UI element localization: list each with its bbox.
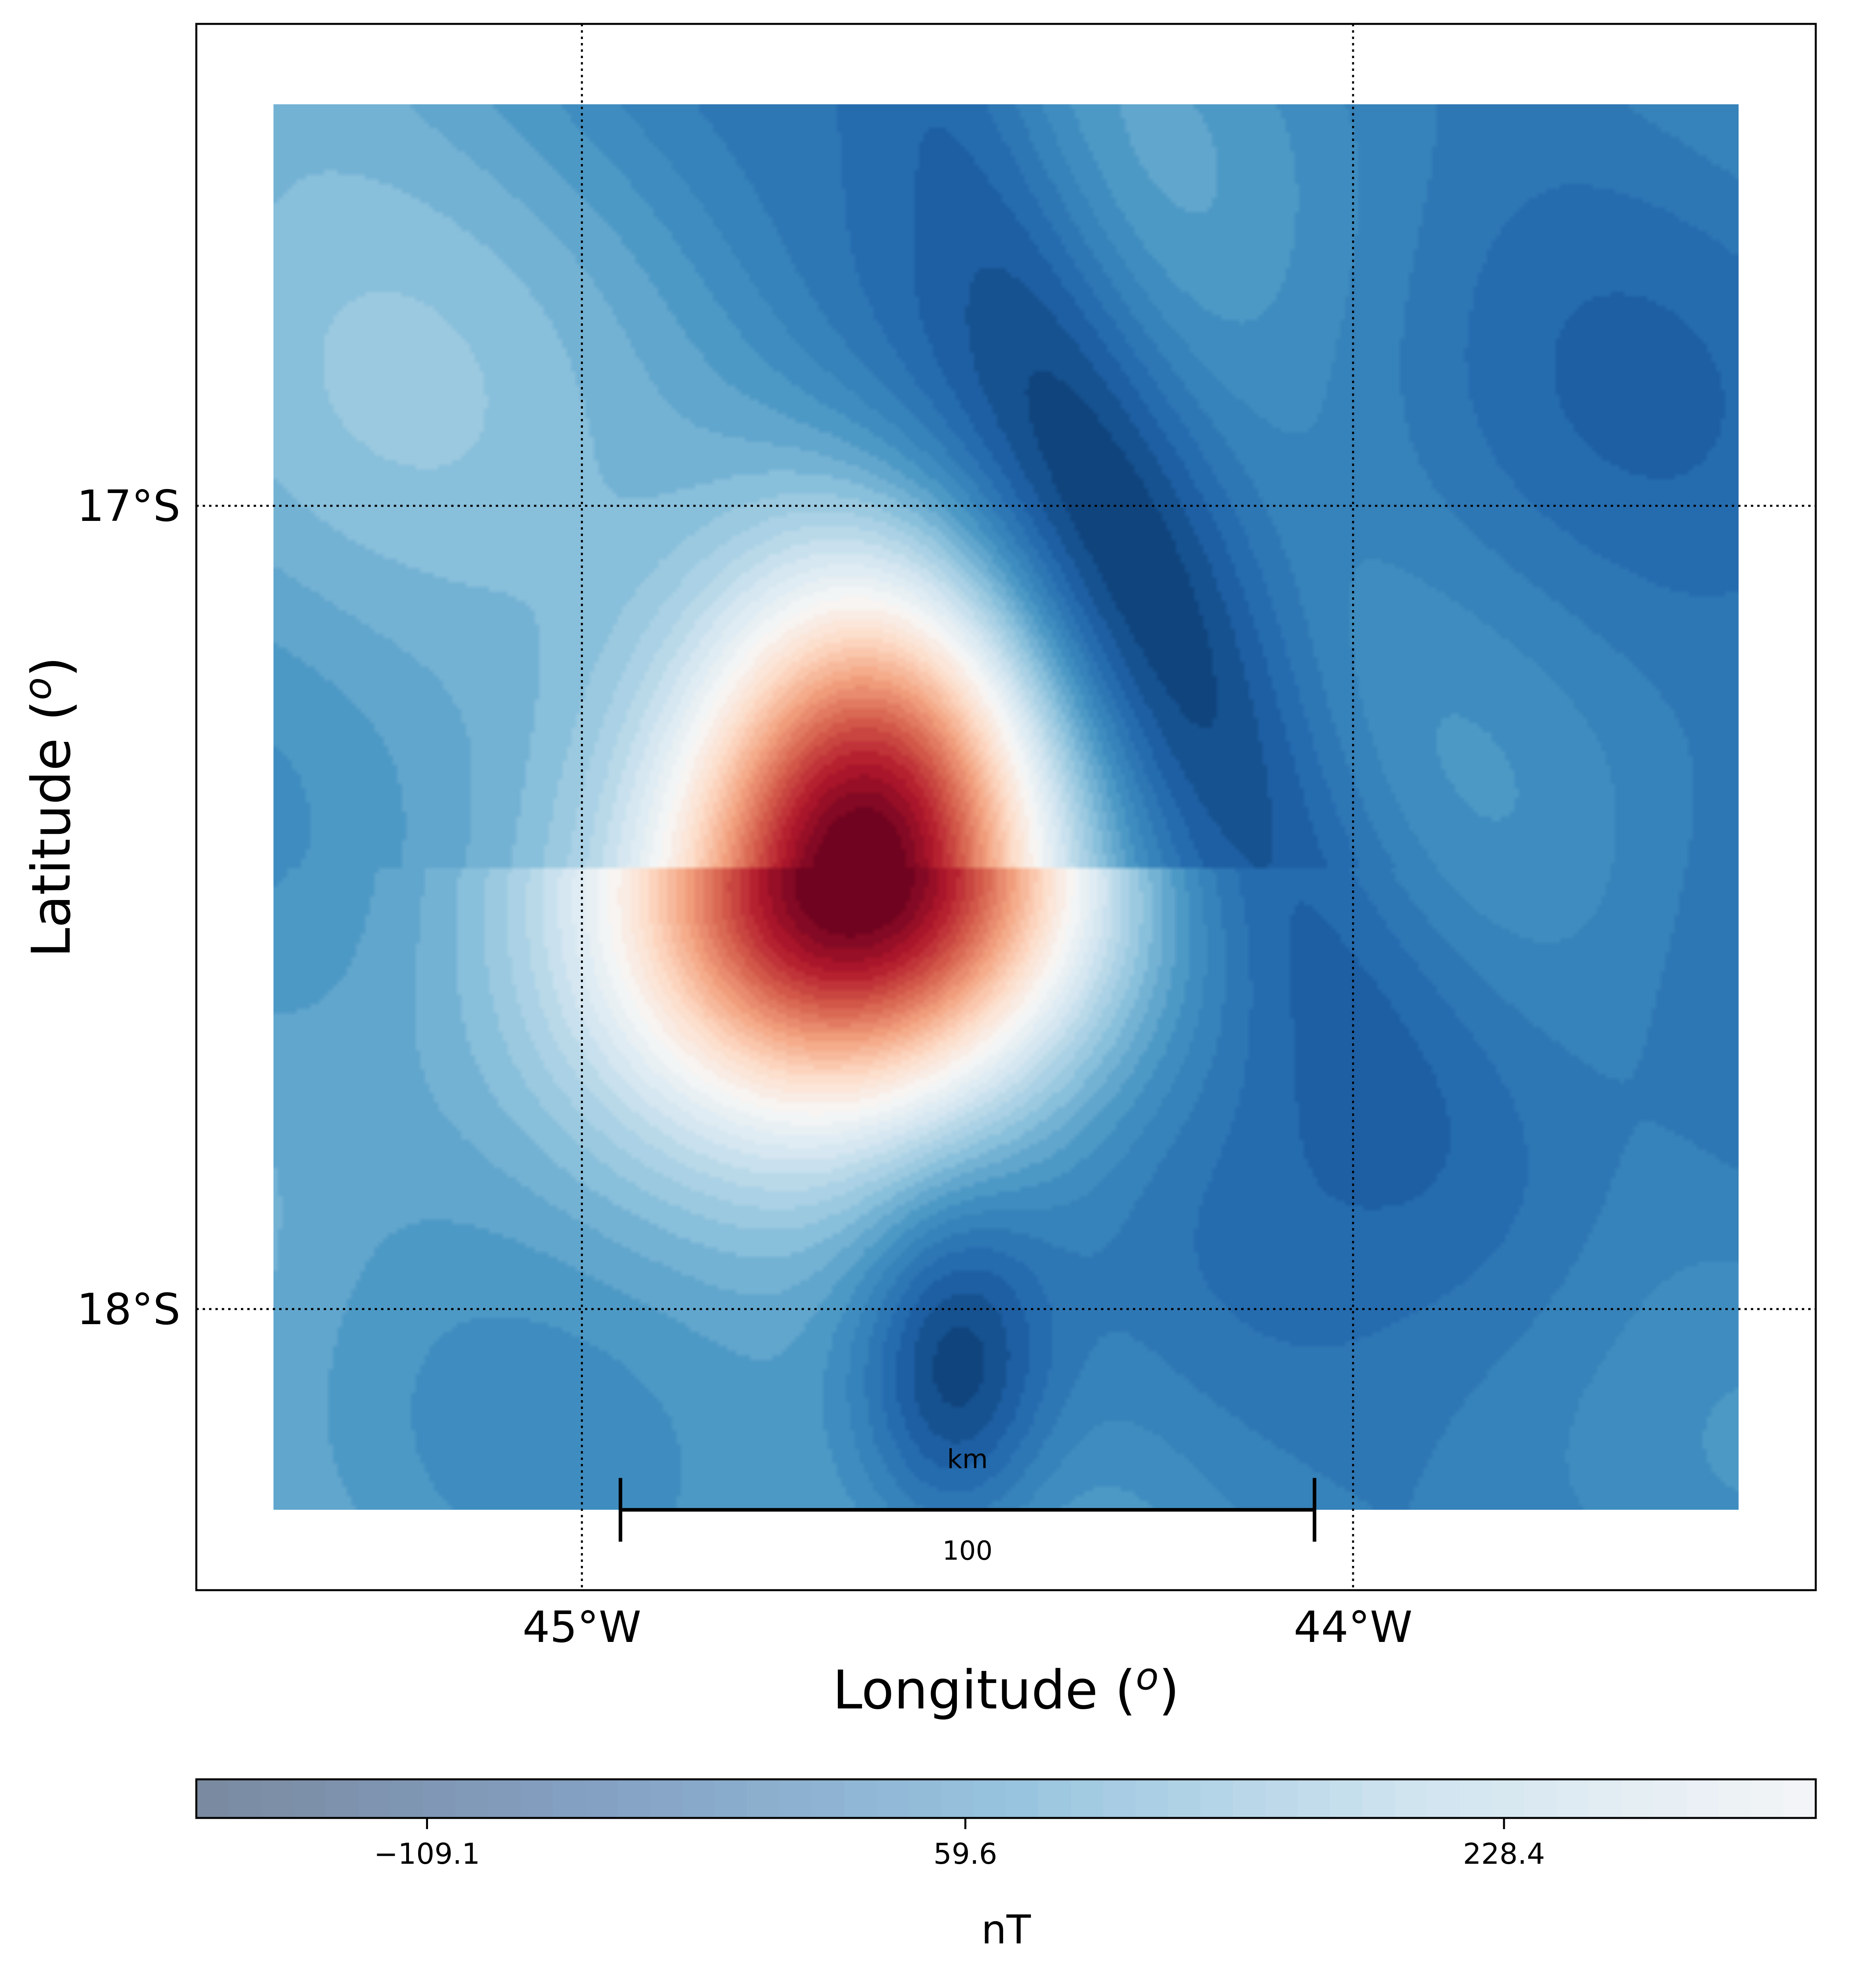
colorbar-step xyxy=(682,1779,715,1818)
colorbar-step xyxy=(714,1779,747,1818)
colorbar-step xyxy=(747,1779,780,1818)
colorbar-step xyxy=(1589,1779,1622,1818)
colorbar-step xyxy=(1718,1779,1751,1818)
colorbar-step xyxy=(1459,1779,1492,1818)
colorbar-step xyxy=(326,1779,359,1818)
colorbar-tick-label: 59.6 xyxy=(933,1837,997,1871)
gridlines xyxy=(196,24,1816,1590)
colorbar-step xyxy=(1783,1779,1816,1818)
colorbar-label: nT xyxy=(981,1906,1031,1953)
colorbar-step xyxy=(552,1779,585,1818)
y-axis-label: Latitude (o) xyxy=(16,656,82,957)
colorbar-step xyxy=(1621,1779,1654,1818)
scale-bar: km 100 xyxy=(618,1444,1316,1566)
colorbar-step xyxy=(391,1779,423,1818)
colorbar-step xyxy=(1427,1779,1460,1818)
colorbar-step xyxy=(941,1779,974,1818)
x-tick-label: 45°W xyxy=(522,1603,641,1652)
colorbar-step xyxy=(293,1779,326,1818)
x-tick-label: 44°W xyxy=(1294,1603,1412,1652)
colorbar-step xyxy=(1524,1779,1557,1818)
colorbar-step xyxy=(520,1779,553,1818)
colorbar: −109.1 59.6 228.4 xyxy=(195,1778,1817,1871)
scale-bar-length: 100 xyxy=(943,1535,993,1566)
colorbar-step xyxy=(1006,1779,1039,1818)
colorbar-step xyxy=(1362,1779,1395,1818)
colorbar-step xyxy=(1168,1779,1201,1818)
colorbar-step xyxy=(974,1779,1007,1818)
colorbar-step xyxy=(1103,1779,1136,1818)
colorbar-step xyxy=(488,1779,520,1818)
colorbar-step xyxy=(844,1779,877,1818)
anomaly-field-raster xyxy=(273,104,1739,1510)
colorbar-step xyxy=(261,1779,294,1818)
colorbar-step xyxy=(1232,1779,1265,1818)
y-tick-label: 18°S xyxy=(77,1285,180,1334)
x-axis-label: Longitude (o) xyxy=(833,1655,1179,1721)
colorbar-step xyxy=(649,1779,683,1818)
colorbar-step xyxy=(617,1779,650,1818)
colorbar-step xyxy=(876,1779,909,1818)
colorbar-step xyxy=(1071,1779,1104,1818)
colorbar-step xyxy=(196,1779,229,1818)
colorbar-step xyxy=(779,1779,812,1818)
colorbar-step xyxy=(1200,1779,1233,1818)
colorbar-step xyxy=(229,1779,262,1818)
colorbar-step xyxy=(812,1779,845,1818)
colorbar-tick-label: −109.1 xyxy=(374,1837,480,1871)
colorbar-tick-label: 228.4 xyxy=(1463,1837,1545,1871)
scale-bar-unit: km xyxy=(947,1444,988,1474)
colorbar-step xyxy=(1330,1779,1363,1818)
colorbar-step xyxy=(1557,1779,1590,1818)
colorbar-step xyxy=(1394,1779,1428,1818)
colorbar-step xyxy=(1135,1779,1168,1818)
plot-frame xyxy=(195,23,1817,1591)
colorbar-step xyxy=(1265,1779,1298,1818)
colorbar-step xyxy=(1654,1779,1687,1818)
colorbar-step xyxy=(423,1779,456,1818)
y-tick-label: 17°S xyxy=(77,481,180,531)
colorbar-step xyxy=(1686,1779,1719,1818)
colorbar-step xyxy=(455,1779,488,1818)
colorbar-frame xyxy=(195,1778,1817,1819)
colorbar-step xyxy=(358,1779,391,1818)
colorbar-step xyxy=(1492,1779,1525,1818)
colorbar-step xyxy=(585,1779,618,1818)
colorbar-step xyxy=(1751,1779,1784,1818)
colorbar-step xyxy=(1038,1779,1071,1818)
colorbar-step xyxy=(1297,1779,1330,1818)
colorbar-step xyxy=(909,1779,942,1818)
axis-ticks: 45°W 44°W 17°S 18°S xyxy=(77,481,1412,1652)
